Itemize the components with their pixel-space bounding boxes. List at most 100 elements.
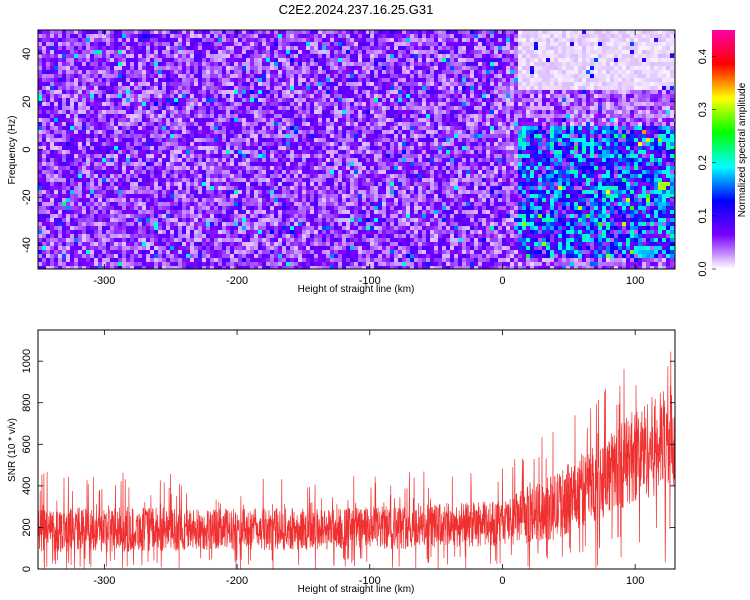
spectrogram-cell: [194, 54, 198, 58]
spectrogram-cell: [398, 110, 402, 114]
spectrogram-cell: [658, 146, 662, 150]
spectrogram-cell: [354, 138, 358, 142]
spectrogram-cell: [122, 118, 126, 122]
spectrogram-cell: [290, 126, 294, 130]
spectrogram-cell: [198, 70, 202, 74]
spectrogram-cell: [50, 34, 54, 38]
spectrogram-cell: [90, 50, 94, 54]
spectrogram-cell: [218, 82, 222, 86]
spectrogram-cell: [146, 146, 150, 150]
spectrogram-cell: [598, 74, 602, 78]
spectrogram-cell: [262, 138, 266, 142]
spectrogram-cell: [522, 86, 526, 90]
spectrogram-cell: [614, 102, 618, 106]
spectrogram-cell: [666, 106, 670, 110]
spectrogram-cell: [190, 134, 194, 138]
spectrogram-cell: [150, 150, 154, 154]
spectrogram-cell: [86, 118, 90, 122]
spectrogram-cell: [638, 50, 642, 54]
spectrogram-cell: [290, 50, 294, 54]
spectrogram-cell: [126, 58, 130, 62]
spectrogram-cell: [282, 86, 286, 90]
spectrogram-cell: [258, 110, 262, 114]
spectrogram-cell: [502, 66, 506, 70]
spectrogram-cell: [286, 90, 290, 94]
spectrogram-cell: [166, 66, 170, 70]
spectrogram-cell: [442, 142, 446, 146]
spectrogram-cell: [94, 46, 98, 50]
spectrogram-cell: [646, 70, 650, 74]
spectrogram-cell: [38, 154, 42, 158]
spectrogram-cell: [178, 126, 182, 130]
spectrogram-cell: [50, 70, 54, 74]
spectrogram-cell: [110, 142, 114, 146]
spectrogram-cell: [290, 66, 294, 70]
spectrogram-cell: [518, 66, 522, 70]
spectrogram-cell: [70, 150, 74, 154]
spectrogram-cell: [118, 90, 122, 94]
spectrogram-cell: [478, 142, 482, 146]
spectrogram-cell: [474, 38, 478, 42]
spectrogram-cell: [66, 46, 70, 50]
spectrogram-cell: [450, 70, 454, 74]
spectrogram-cell: [110, 86, 114, 90]
spectrogram-cell: [94, 90, 98, 94]
spectrogram-cell: [294, 90, 298, 94]
spectrogram-cell: [262, 50, 266, 54]
spectrogram-cell: [394, 30, 398, 34]
spectrogram-cell: [206, 110, 210, 114]
spectrogram-cell: [178, 102, 182, 106]
spectrogram-cell: [274, 38, 278, 42]
spectrogram-cell: [78, 62, 82, 66]
spectrogram-cell: [646, 90, 650, 94]
spectrogram-cell: [270, 34, 274, 38]
spectrogram-cell: [330, 126, 334, 130]
spectrogram-cell: [542, 118, 546, 122]
spectrogram-cell: [478, 66, 482, 70]
spectrogram-cell: [190, 146, 194, 150]
spectrogram-cell: [346, 62, 350, 66]
spectrogram-cell: [614, 130, 618, 134]
spectrogram-cell: [402, 58, 406, 62]
spectrogram-cell: [230, 118, 234, 122]
spectrogram-cell: [182, 110, 186, 114]
spectrogram-cell: [286, 98, 290, 102]
spectrogram-cell: [398, 118, 402, 122]
spectrogram-cell: [146, 78, 150, 82]
spectrogram-cell: [310, 86, 314, 90]
spectrogram-cell: [570, 82, 574, 86]
spectrogram-cell: [142, 82, 146, 86]
spectrogram-cell: [66, 126, 70, 130]
spectrogram-cell: [282, 46, 286, 50]
spectrogram-cell: [418, 130, 422, 134]
spectrogram-cell: [670, 126, 674, 130]
spectrogram-cell: [562, 62, 566, 66]
spectrogram-cell: [642, 42, 646, 46]
spectrogram-cell: [518, 102, 522, 106]
spectrogram-cell: [302, 82, 306, 86]
spectrogram-cell: [638, 134, 642, 138]
spectrogram-cell: [230, 114, 234, 118]
spectrogram-cell: [42, 38, 46, 42]
spectrogram-cell: [106, 42, 110, 46]
spectrogram-cell: [562, 146, 566, 150]
spectrogram-cell: [58, 122, 62, 126]
spectrogram-cell: [554, 78, 558, 82]
spectrogram-cell: [618, 42, 622, 46]
spectrogram-cell: [306, 58, 310, 62]
spectrogram-cell: [110, 102, 114, 106]
spectrogram-cell: [446, 114, 450, 118]
spectrogram-cell: [218, 138, 222, 142]
spectrogram-cell: [342, 62, 346, 66]
spectrogram-cell: [314, 102, 318, 106]
spectrogram-cell: [54, 62, 58, 66]
spectrogram-cell: [650, 46, 654, 50]
spectrogram-cell: [258, 42, 262, 46]
spectrogram-cell: [70, 62, 74, 66]
spectrogram-cell: [434, 106, 438, 110]
spectrogram-cell: [198, 102, 202, 106]
spectrogram-cell: [606, 62, 610, 66]
spectrogram-cell: [578, 146, 582, 150]
spectrogram-cell: [502, 122, 506, 126]
spectrogram-cell: [630, 82, 634, 86]
